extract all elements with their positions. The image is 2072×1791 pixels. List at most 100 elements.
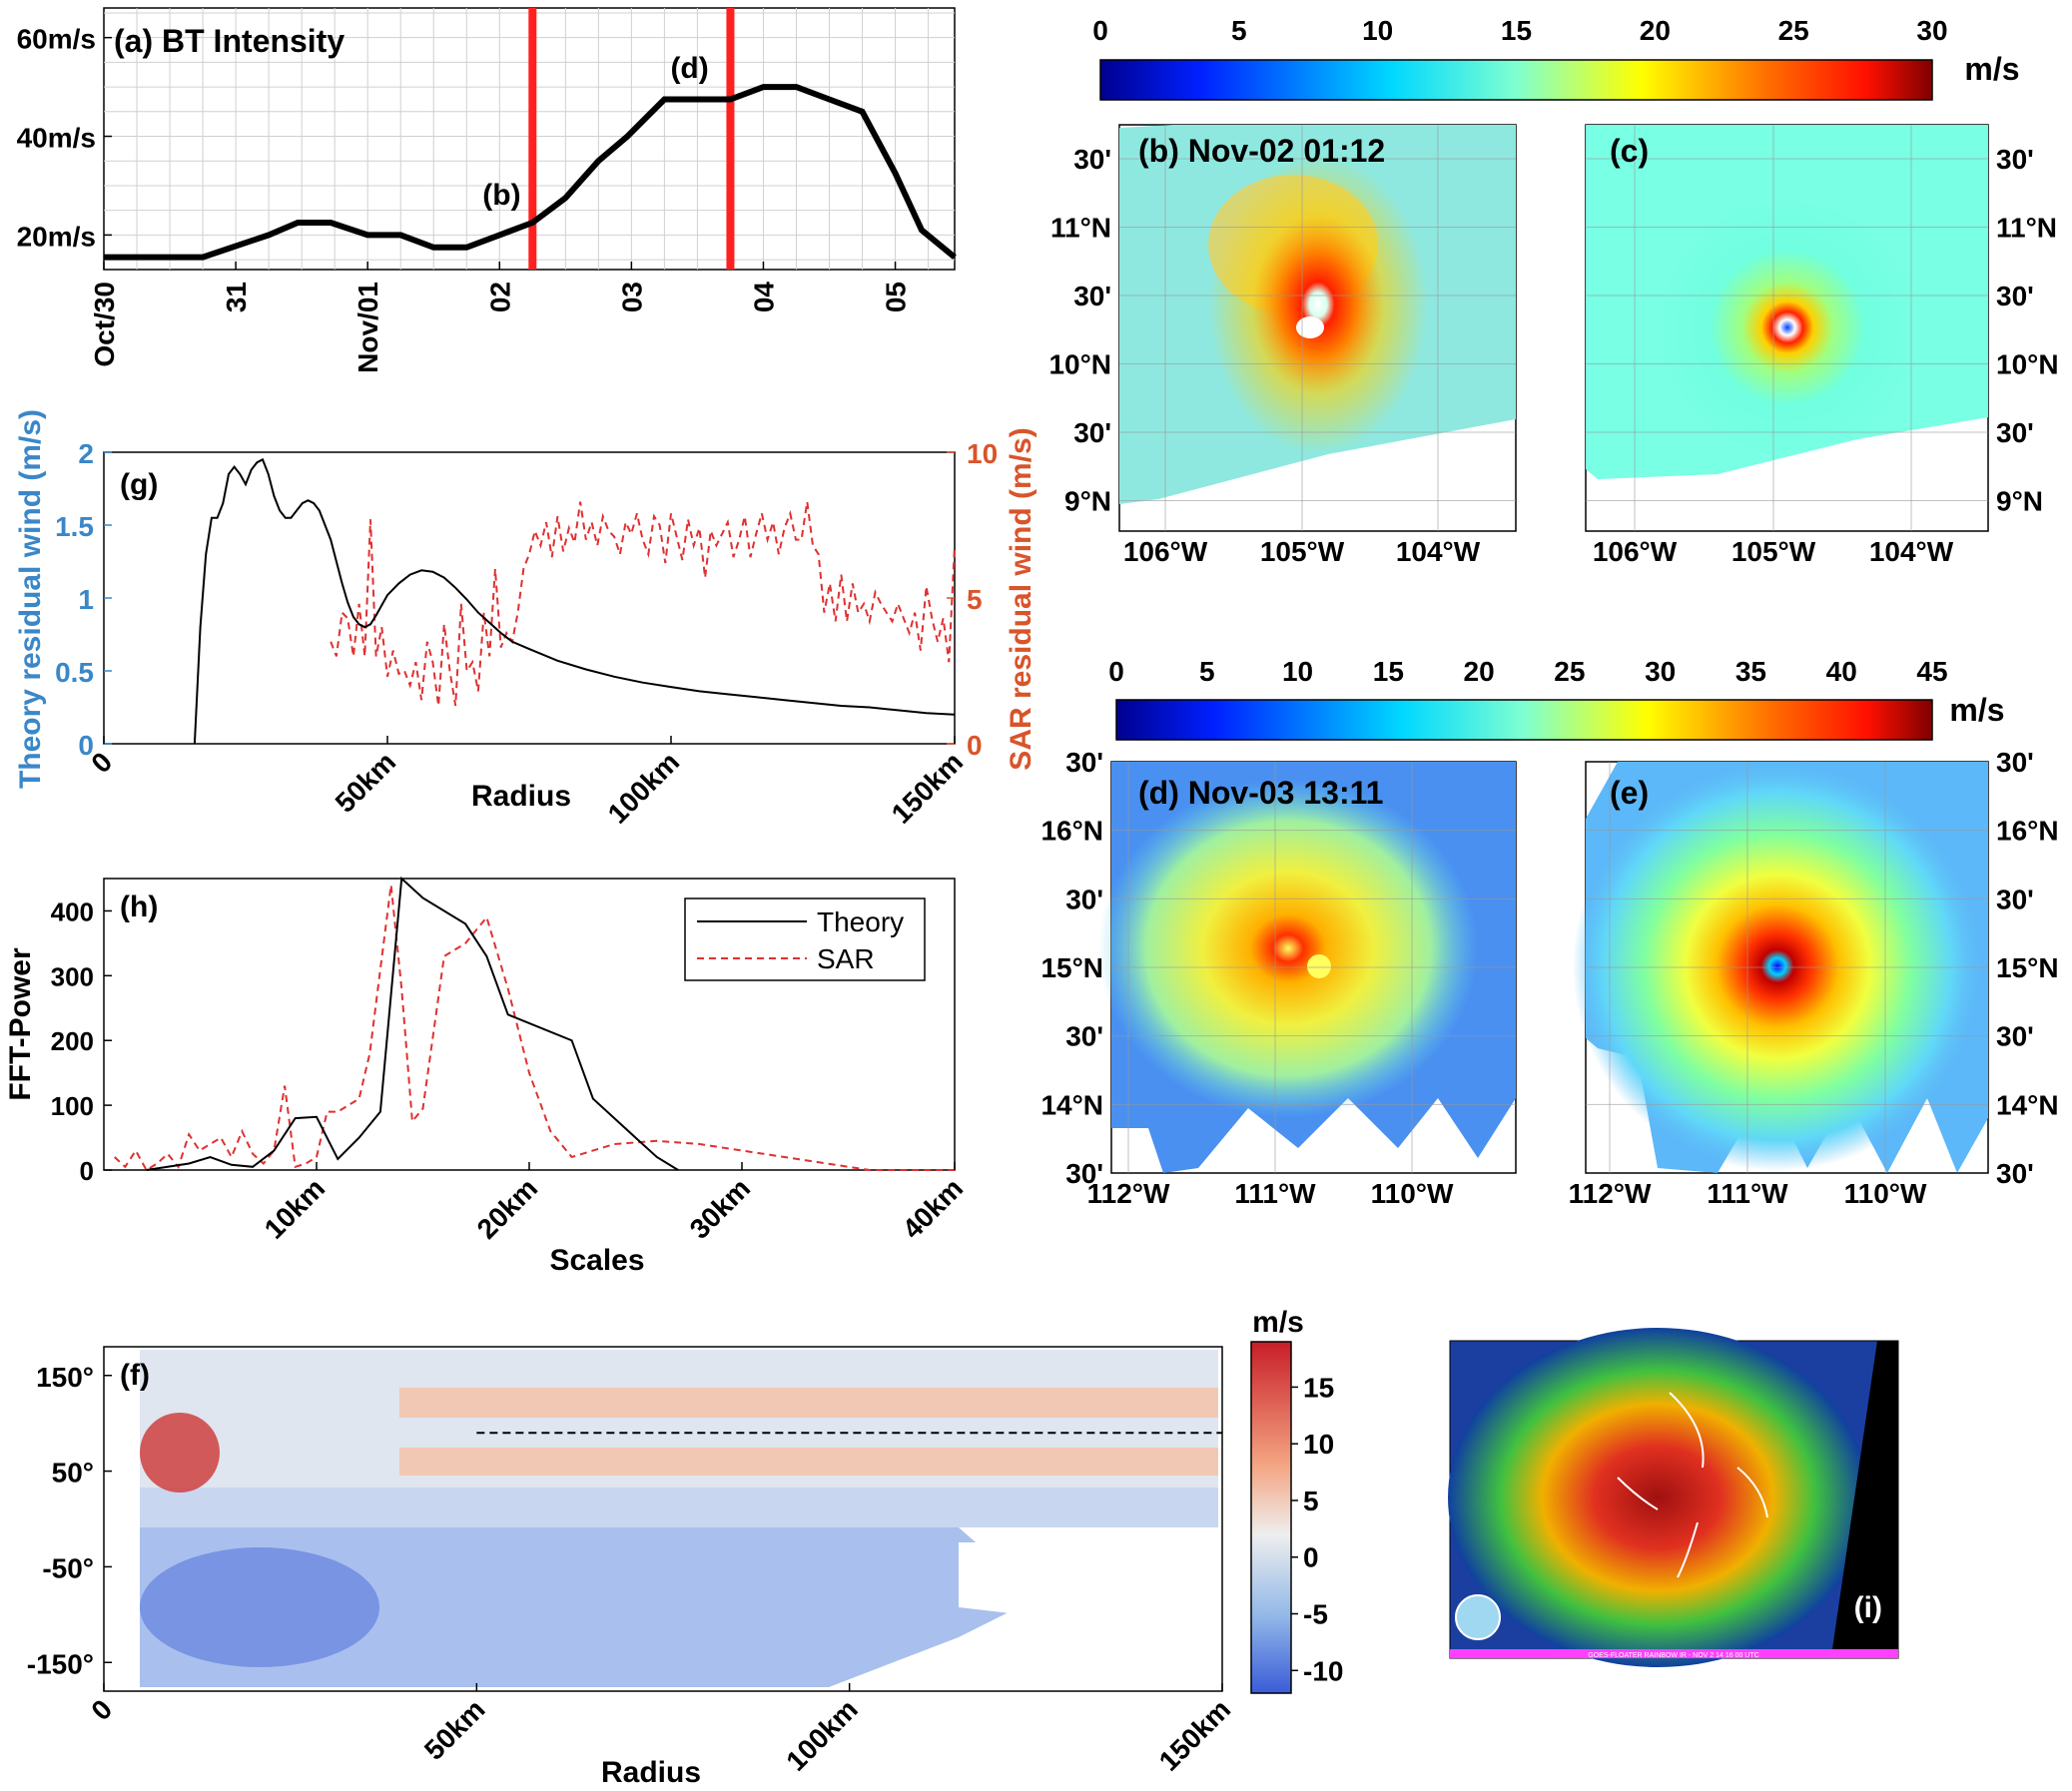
x-tick-label: 100km <box>780 1693 864 1777</box>
sar-fft-line <box>114 885 955 1172</box>
map-c-title: (c) <box>1610 133 1649 169</box>
noaa-logo-icon <box>1455 1594 1501 1640</box>
bt-intensity-markers <box>528 8 735 270</box>
colorbar-mid-unit: m/s <box>1949 692 2004 728</box>
heatmap-mid-band <box>140 1488 1218 1527</box>
map-lon-label: 111°W <box>1234 1178 1316 1209</box>
map-lon-label: 110°W <box>1844 1178 1927 1209</box>
heatmap-band-2 <box>399 1448 1218 1476</box>
colorbar-top-unit: m/s <box>1964 51 2019 87</box>
colorbar-mid: 0 5 10 15 20 25 30 35 40 45 m/s <box>1108 656 2005 741</box>
map-lon-label: 112°W <box>1569 1178 1652 1209</box>
y-tick-label: 0 <box>78 730 94 761</box>
map-lat-label: 30' <box>1996 747 2034 778</box>
map-lat-label: 30' <box>1996 1158 2034 1189</box>
satellite-image: (i) GOES-FLOATER RAINBOW IR - NOV 2 14 1… <box>1448 1328 1899 1667</box>
heatmap-colorbar-ticks: 15 10 5 0 -5 -10 <box>1291 1372 1343 1686</box>
bt-intensity-x-ticks: Oct/30 31 Nov/01 02 03 04 05 <box>89 262 912 373</box>
marker-label-d: (d) <box>670 52 708 85</box>
residual-wind-panel: 0 0.5 1 1.5 2 0 5 10 0 50km 100km 150km (g) Radiu… <box>14 409 1037 830</box>
heatmap-title: (f) <box>120 1359 150 1392</box>
heatmap-colorbar-unit: m/s <box>1252 1306 1304 1339</box>
theory-residual-line <box>193 457 956 745</box>
fft-power-title: (h) <box>120 891 158 923</box>
legend-theory-label: Theory <box>817 906 904 937</box>
bt-intensity-panel: 20m/s 40m/s 60m/s Oct/30 31 Nov/01 02 03 04 05 (… <box>17 7 957 373</box>
colorbar-top-gradient <box>1099 59 1933 101</box>
map-d-storm <box>1098 779 1478 1118</box>
fft-power-x-ticks: 10km 20km 30km 40km <box>259 1162 970 1245</box>
colorbar-mid-ticks: 0 5 10 15 20 25 30 35 40 45 <box>1108 656 1947 687</box>
y-tick-label: -50° <box>42 1552 94 1583</box>
map-lat-label: 30' <box>1073 417 1111 448</box>
map-lon-label: 106°W <box>1593 536 1678 567</box>
map-lat-label: 14°N <box>1040 1089 1103 1120</box>
heatmap-xlabel: Radius <box>601 1756 701 1789</box>
map-b: 30' 11°N 30' 10°N 30' 9°N 106°W 105°W 104°W (b) … <box>1048 124 1517 567</box>
map-lat-label: 30' <box>1996 144 2034 175</box>
y-tick-label: 0 <box>80 1156 94 1186</box>
y-tick-label: 1 <box>78 584 94 615</box>
colorbar-tick-label: 5 <box>1231 15 1247 46</box>
map-b-eye <box>1296 316 1324 338</box>
colorbar-tick-label: 40 <box>1826 656 1857 687</box>
map-lat-label: 11°N <box>1996 213 2057 244</box>
x-tick-label: 40km <box>897 1172 970 1245</box>
x-tick-label: 03 <box>616 282 647 312</box>
x-tick-label: 50km <box>330 746 402 819</box>
map-b-grid: 30' 11°N 30' 10°N 30' 9°N 106°W 105°W 104°W <box>1048 125 1516 567</box>
map-e: 30'16°N30'15°N30'14°N30'112°W 111°W 110°W … <box>1569 747 2059 1209</box>
y-tick-label: 20m/s <box>17 221 96 252</box>
map-c: 30' 11°N 30' 10°N 30' 9°N 106°W 105°W 104°W (c) <box>1585 124 2059 567</box>
angle-radius-heatmap: 150° 50° -50° -150° 0 50km 100km 150km (f) Rad… <box>27 1306 1344 1789</box>
sar-residual-line <box>330 501 956 707</box>
y2-tick-label: 0 <box>967 730 983 761</box>
heatmap-y-ticks: 150° 50° -50° -150° <box>27 1362 112 1679</box>
map-lat-label: 30' <box>1996 417 2034 448</box>
y2-tick-label: 10 <box>967 438 998 469</box>
colorbar-tick-label: 30 <box>1645 656 1676 687</box>
x-tick-label: 0 <box>85 746 118 779</box>
colorbar-tick-label: 15 <box>1303 1372 1334 1403</box>
x-tick-label: 50km <box>418 1693 491 1766</box>
x-tick-label: 20km <box>471 1172 544 1245</box>
colorbar-tick-label: 20 <box>1640 15 1671 46</box>
map-lon-label: 105°W <box>1731 536 1816 567</box>
fft-legend-box <box>684 897 926 981</box>
residual-wind-axes-box <box>103 451 956 745</box>
fft-power-xlabel: Scales <box>549 1244 644 1277</box>
satellite-label: (i) <box>1854 1591 1882 1624</box>
map-lat-label: 30' <box>1073 281 1111 311</box>
map-c-grid: 30' 11°N 30' 10°N 30' 9°N 106°W 105°W 104°W <box>1586 125 2059 567</box>
colorbar-tick-label: 30 <box>1916 15 1947 46</box>
x-tick-label: 04 <box>748 282 779 313</box>
marker-label-b: (b) <box>482 179 520 212</box>
map-e-grid: 30' 16°N 30' 15°N 30' 14°N 30' 112°W 111°W 110°W <box>1569 747 2059 1209</box>
heatmap-colorbar <box>1250 1341 1292 1694</box>
heatmap-band-1 <box>399 1388 1218 1418</box>
bt-intensity-line <box>104 84 957 261</box>
colorbar-tick-label: 15 <box>1501 15 1532 46</box>
map-lat-label: 30' <box>1073 144 1111 175</box>
y-tick-label: 0.5 <box>55 657 94 688</box>
satellite-storm <box>1448 1328 1867 1667</box>
bt-intensity-y-ticks: 20m/s 40m/s 60m/s <box>17 24 112 252</box>
y-tick-label: 400 <box>51 896 94 926</box>
x-tick-label: 05 <box>881 282 912 312</box>
colorbar-top: 0 5 10 15 20 25 30 m/s <box>1092 15 2020 101</box>
map-lat-label: 30' <box>1065 1021 1103 1052</box>
map-lat-label: 16°N <box>1996 816 2059 847</box>
residual-wind-left-ticks: 0 0.5 1 1.5 2 <box>55 438 112 761</box>
satellite-annotation-lines <box>1617 1392 1768 1578</box>
satellite-caption: GOES-FLOATER RAINBOW IR - NOV 2 14 16 00… <box>1588 1652 1758 1659</box>
y2-tick-label: 5 <box>967 584 983 615</box>
x-tick-label: 100km <box>602 746 686 830</box>
map-lat-label: 9°N <box>1996 486 2043 517</box>
y-tick-label: 100 <box>51 1091 94 1121</box>
map-lon-label: 105°W <box>1260 536 1345 567</box>
map-d-title: (d) Nov-03 13:11 <box>1138 775 1383 811</box>
heatmap-positive-core <box>140 1413 220 1492</box>
colorbar-tick-label: 20 <box>1464 656 1495 687</box>
map-lat-label: 10°N <box>1048 349 1111 380</box>
